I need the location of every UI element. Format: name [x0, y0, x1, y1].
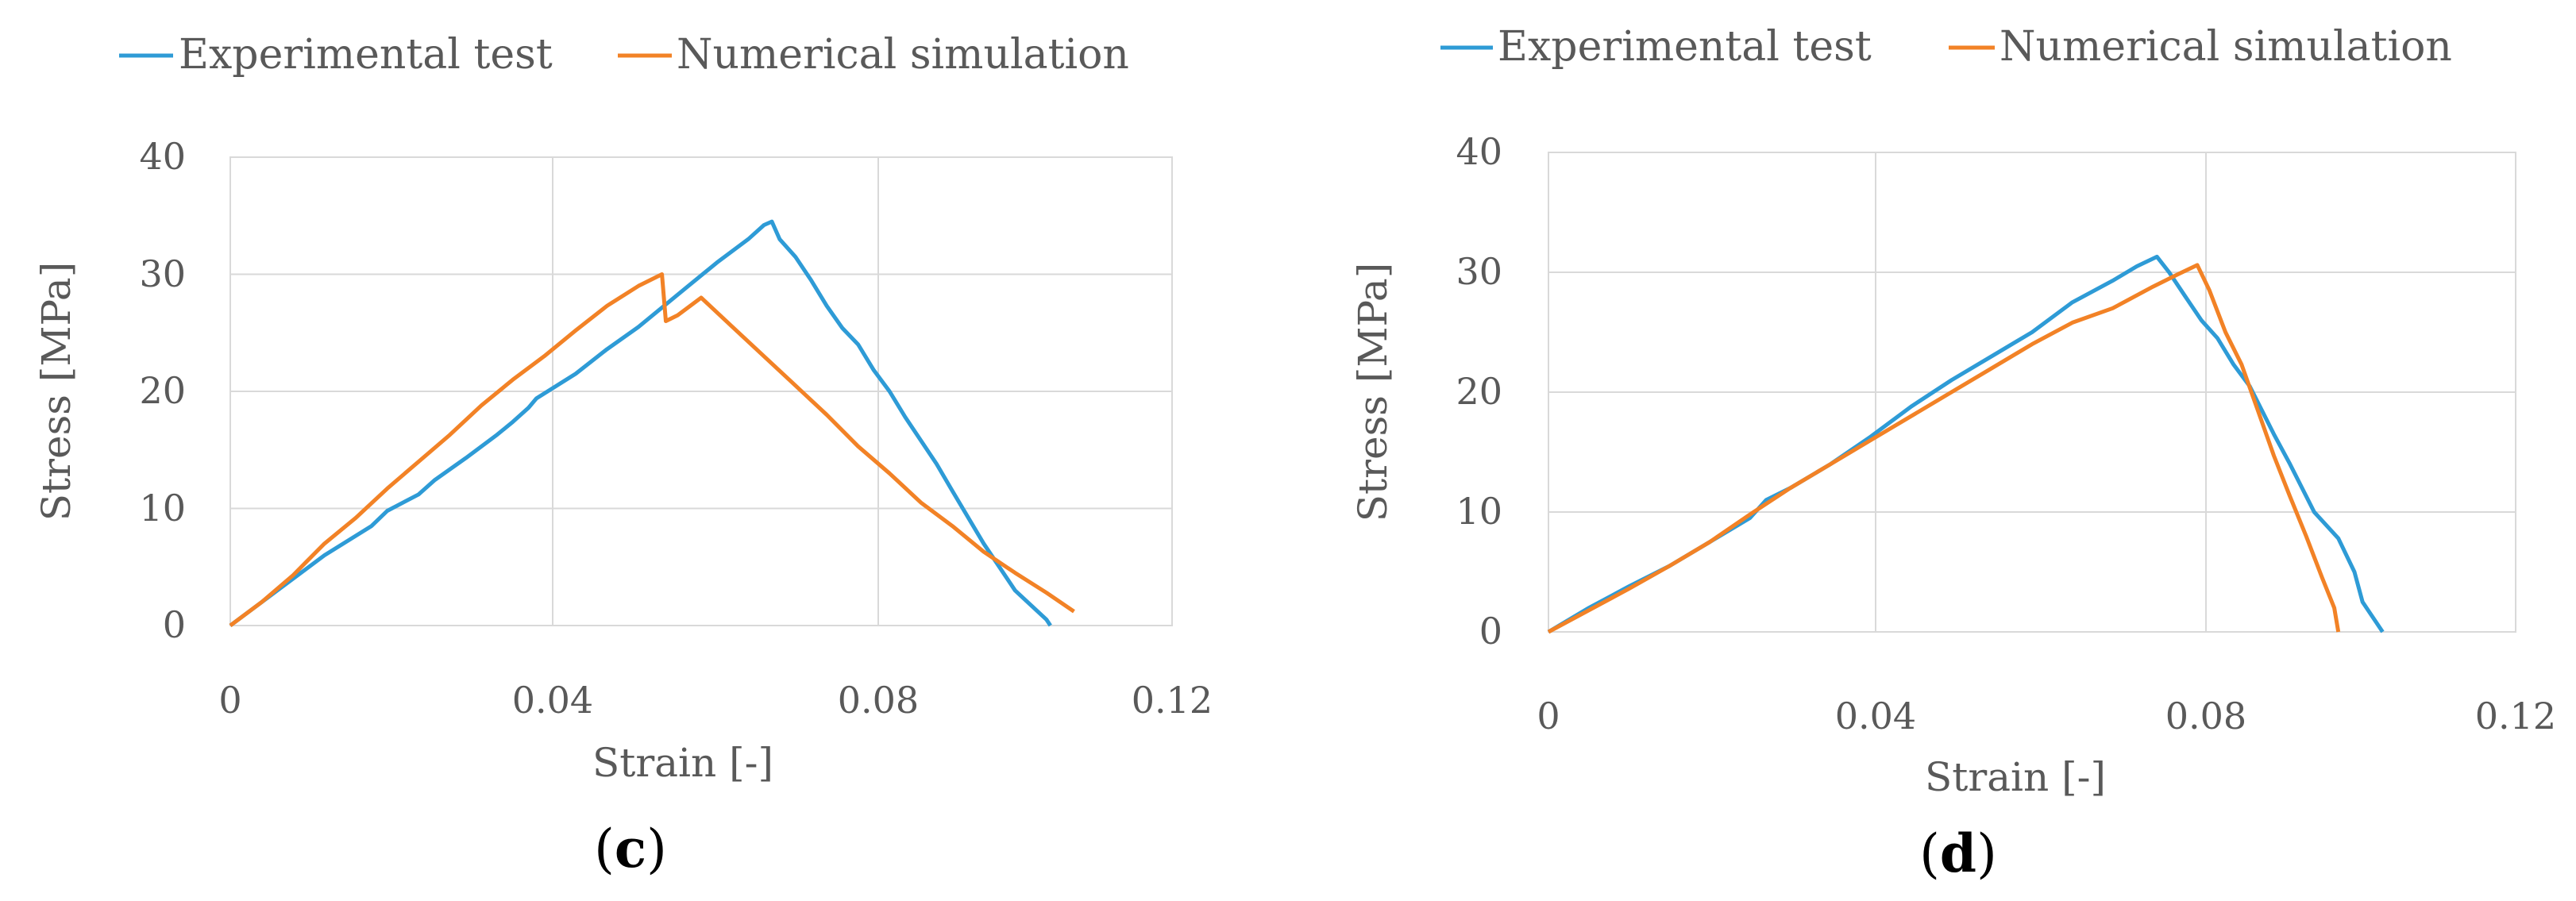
- x-axis-label-c: Strain [-]: [592, 740, 773, 786]
- legend-label-experimental-d: Experimental test: [1498, 23, 1872, 71]
- legend-c: Experimental test Numerical simulation: [119, 31, 1129, 79]
- legend-d: Experimental test Numerical simulation: [1440, 23, 2452, 71]
- y-tick-c-20: 20: [139, 369, 186, 412]
- y-tick-c-0: 0: [163, 603, 186, 646]
- x-tick-d-0: 0: [1537, 695, 1560, 737]
- x-tick-d-008: 0.08: [2165, 695, 2246, 737]
- plot-area-c: [229, 156, 1173, 626]
- series-c: [229, 219, 1075, 628]
- x-ticks-c: 0 0.04 0.08 0.12: [218, 679, 1213, 722]
- plot-area-d: [1548, 152, 2516, 633]
- legend-label-numerical-c: Numerical simulation: [677, 31, 1129, 79]
- x-tick-d-004: 0.04: [1835, 695, 1916, 737]
- series-line-numerical-c: [229, 272, 1075, 628]
- gridlines-c: [230, 157, 1172, 626]
- y-tick-c-30: 30: [139, 252, 186, 295]
- series-line-experimental-c: [229, 219, 1052, 628]
- x-tick-c-0: 0: [218, 679, 241, 722]
- y-tick-c-40: 40: [139, 135, 186, 178]
- chart-c: Experimental test Numerical simulation 0…: [33, 31, 1213, 880]
- panel-label-d: (d): [1919, 822, 1997, 884]
- y-tick-d-20: 20: [1456, 370, 1502, 413]
- x-tick-c-004: 0.04: [512, 679, 593, 722]
- y-ticks-d: 0 10 20 30 40: [1456, 130, 1502, 653]
- y-tick-d-30: 30: [1456, 250, 1502, 293]
- x-tick-c-012: 0.12: [1132, 679, 1213, 722]
- y-tick-d-0: 0: [1479, 610, 1502, 653]
- y-tick-d-40: 40: [1456, 130, 1502, 173]
- legend-label-experimental-c: Experimental test: [179, 31, 553, 79]
- x-tick-c-008: 0.08: [838, 679, 919, 722]
- x-tick-d-012: 0.12: [2475, 695, 2556, 737]
- series-d: [1547, 254, 2385, 634]
- y-tick-d-10: 10: [1456, 490, 1502, 533]
- chart-d: Experimental test Numerical simulation 0…: [1350, 23, 2556, 884]
- x-ticks-d: 0 0.04 0.08 0.12: [1537, 695, 2556, 737]
- panel-label-c: (c): [594, 818, 667, 880]
- x-axis-label-d: Strain [-]: [1925, 754, 2106, 800]
- series-line-numerical-d: [1547, 263, 2341, 634]
- y-tick-c-10: 10: [139, 487, 186, 529]
- y-ticks-c: 0 10 20 30 40: [139, 135, 186, 646]
- y-axis-label-c: Stress [MPa]: [33, 262, 79, 521]
- gridlines-d: [1548, 152, 2516, 632]
- legend-label-numerical-d: Numerical simulation: [1999, 23, 2452, 71]
- y-axis-label-d: Stress [MPa]: [1350, 263, 1396, 522]
- series-line-experimental-d: [1547, 254, 2385, 634]
